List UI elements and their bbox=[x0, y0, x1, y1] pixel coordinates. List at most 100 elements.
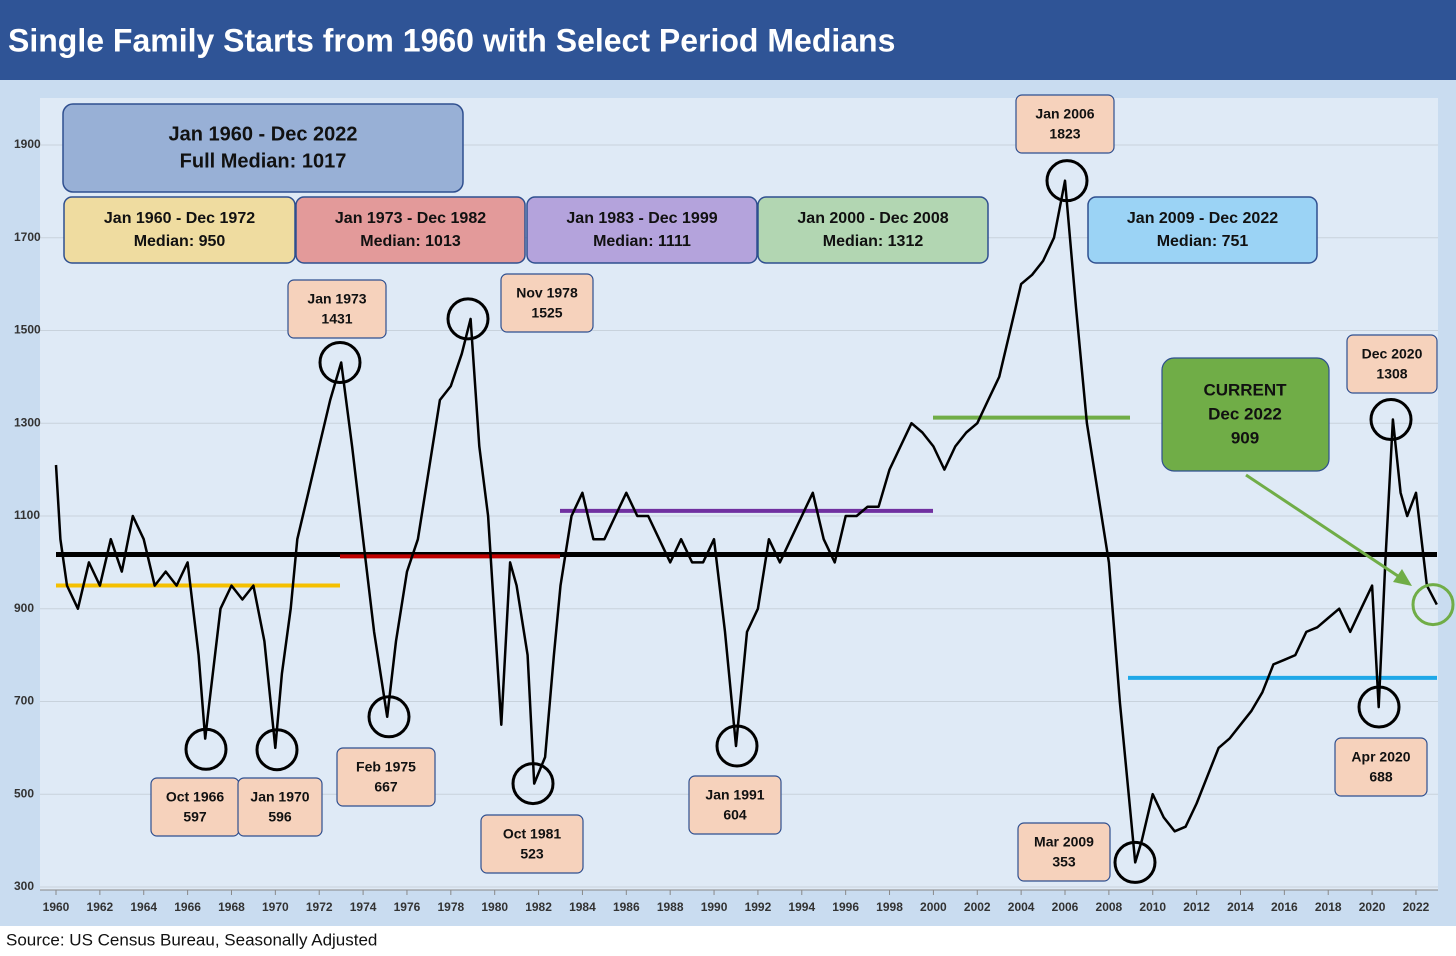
x-tick-label: 1972 bbox=[306, 900, 333, 914]
annotation-circle bbox=[1357, 685, 1401, 729]
y-tick-label: 500 bbox=[14, 786, 34, 800]
annotation-label: Nov 1978 bbox=[516, 285, 578, 301]
annotation-box bbox=[1334, 737, 1428, 797]
current-value: 909 bbox=[1231, 428, 1259, 447]
period-median-label: Median: 1312 bbox=[823, 233, 924, 250]
annotation-circle bbox=[184, 727, 228, 771]
full-median-label: Full Median: 1017 bbox=[180, 150, 347, 172]
period-box bbox=[295, 196, 526, 264]
y-tick-label: 900 bbox=[14, 601, 34, 615]
x-tick-label: 2014 bbox=[1227, 900, 1254, 914]
period-median-label: Median: 751 bbox=[1157, 233, 1249, 250]
y-tick-label: 1100 bbox=[14, 508, 40, 522]
annotation-value: 523 bbox=[520, 846, 544, 862]
annotation-label: Jan 1973 bbox=[307, 291, 366, 307]
source-note: Source: US Census Bureau, Seasonally Adj… bbox=[6, 930, 377, 949]
annotation-circle bbox=[446, 297, 490, 341]
full-period-label: Jan 1960 - Dec 2022 bbox=[168, 123, 357, 145]
annotation-label: Dec 2020 bbox=[1362, 346, 1423, 362]
annotation-circle bbox=[1369, 398, 1413, 442]
annotation-value: 688 bbox=[1369, 769, 1393, 785]
x-tick-label: 1994 bbox=[788, 900, 815, 914]
x-tick-label: 2010 bbox=[1139, 900, 1166, 914]
period-label: Jan 2000 - Dec 2008 bbox=[797, 210, 948, 227]
y-tick-label: 1500 bbox=[14, 323, 41, 337]
x-tick-label: 2006 bbox=[1052, 900, 1079, 914]
annotation-value: 597 bbox=[183, 809, 207, 825]
annotation-label: Jan 1991 bbox=[705, 787, 764, 803]
x-tick-label: 1980 bbox=[481, 900, 508, 914]
header-bar bbox=[0, 0, 1456, 80]
x-tick-label: 1992 bbox=[745, 900, 772, 914]
annotation-box bbox=[150, 777, 240, 837]
period-median-label: Median: 1111 bbox=[593, 233, 691, 250]
annotation-label: Oct 1966 bbox=[166, 789, 225, 805]
x-tick-label: 1984 bbox=[569, 900, 596, 914]
chart-title: Single Family Starts from 1960 with Sele… bbox=[8, 22, 895, 58]
x-tick-label: 1988 bbox=[657, 900, 684, 914]
annotation-value: 1525 bbox=[531, 305, 562, 321]
x-tick-label: 1978 bbox=[437, 900, 464, 914]
x-tick-label: 1966 bbox=[174, 900, 201, 914]
x-tick-label: 1996 bbox=[832, 900, 859, 914]
current-circle bbox=[1411, 583, 1455, 627]
annotation-value: 1431 bbox=[321, 311, 352, 327]
x-tick-label: 2016 bbox=[1271, 900, 1298, 914]
annotation-value: 667 bbox=[374, 779, 398, 795]
period-median-label: Median: 1013 bbox=[360, 233, 461, 250]
period-label: Jan 1983 - Dec 1999 bbox=[566, 210, 717, 227]
current-arrow bbox=[1245, 473, 1405, 582]
x-tick-label: 2020 bbox=[1359, 900, 1386, 914]
x-tick-label: 2022 bbox=[1403, 900, 1430, 914]
x-tick-label: 1982 bbox=[525, 900, 552, 914]
annotation-value: 596 bbox=[268, 809, 292, 825]
x-tick-label: 1974 bbox=[350, 900, 377, 914]
x-tick-label: 1976 bbox=[394, 900, 421, 914]
x-tick-label: 2000 bbox=[920, 900, 947, 914]
x-tick-label: 1964 bbox=[130, 900, 157, 914]
annotation-label: Apr 2020 bbox=[1351, 749, 1410, 765]
x-tick-label: 2008 bbox=[1096, 900, 1123, 914]
y-tick-label: 300 bbox=[14, 879, 34, 893]
annotation-label: Feb 1975 bbox=[356, 759, 416, 775]
annotation-circle bbox=[715, 724, 759, 768]
annotation-value: 353 bbox=[1052, 854, 1076, 870]
annotation-label: Jan 1970 bbox=[250, 789, 309, 805]
y-tick-label: 1300 bbox=[14, 415, 41, 429]
y-tick-label: 1700 bbox=[14, 230, 41, 244]
period-label: Jan 1973 - Dec 1982 bbox=[335, 210, 486, 227]
x-tick-label: 1970 bbox=[262, 900, 289, 914]
annotation-box bbox=[1346, 334, 1438, 394]
x-tick-label: 1968 bbox=[218, 900, 245, 914]
y-tick-label: 700 bbox=[14, 694, 34, 708]
annotation-circle bbox=[1045, 159, 1089, 203]
annotation-box bbox=[480, 814, 584, 874]
x-tick-label: 2002 bbox=[964, 900, 991, 914]
period-box bbox=[63, 196, 296, 264]
annotation-label: Oct 1981 bbox=[503, 826, 562, 842]
annotation-circle bbox=[511, 762, 555, 806]
annotation-value: 1308 bbox=[1376, 366, 1407, 382]
current-title: CURRENT bbox=[1203, 380, 1287, 399]
annotation-box bbox=[688, 775, 782, 835]
annotation-value: 604 bbox=[723, 807, 747, 823]
period-label: Jan 2009 - Dec 2022 bbox=[1127, 210, 1278, 227]
annotation-box bbox=[287, 279, 387, 339]
x-tick-label: 1998 bbox=[876, 900, 903, 914]
annotation-box bbox=[1015, 94, 1115, 154]
x-tick-label: 1960 bbox=[43, 900, 70, 914]
current-label: Dec 2022 bbox=[1208, 404, 1282, 423]
period-box bbox=[757, 196, 989, 264]
period-median-label: Median: 950 bbox=[134, 233, 226, 250]
annotation-box bbox=[336, 747, 436, 807]
current-box bbox=[1161, 357, 1330, 472]
annotation-circle bbox=[318, 340, 362, 384]
x-tick-label: 2018 bbox=[1315, 900, 1342, 914]
x-tick-label: 2004 bbox=[1008, 900, 1035, 914]
x-tick-label: 1986 bbox=[613, 900, 640, 914]
current-arrowhead bbox=[1393, 569, 1412, 586]
x-tick-label: 1962 bbox=[87, 900, 114, 914]
period-label: Jan 1960 - Dec 1972 bbox=[104, 210, 255, 227]
y-tick-label: 1900 bbox=[14, 137, 41, 151]
